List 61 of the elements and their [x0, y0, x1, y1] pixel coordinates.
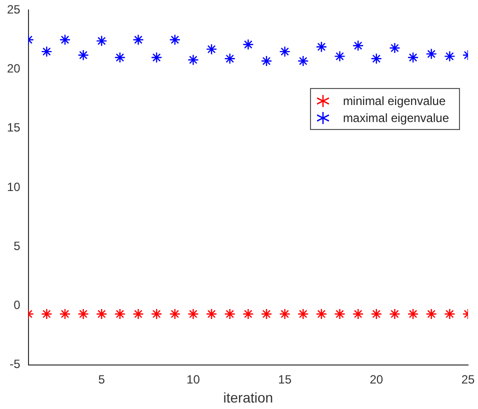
y-tick-label: 10: [6, 180, 21, 194]
point: [352, 40, 364, 52]
point: [389, 42, 400, 54]
x-axis-title: iteration: [223, 389, 274, 406]
point: [78, 50, 89, 61]
point: [169, 308, 180, 320]
x-tick-label: 10: [186, 372, 200, 386]
point: [132, 308, 144, 320]
x-tick-label: 20: [370, 372, 384, 386]
point: [150, 52, 162, 64]
point: [298, 308, 309, 320]
point: [316, 41, 328, 52]
point: [41, 46, 52, 58]
point: [188, 54, 199, 66]
y-tick-label: -5: [10, 357, 21, 372]
point: [224, 308, 236, 320]
point: [279, 308, 290, 320]
y-tick-label: 0: [14, 298, 21, 312]
point: [426, 48, 437, 60]
point: [114, 308, 126, 320]
point: [444, 308, 456, 320]
point: [242, 308, 254, 320]
point: [41, 308, 52, 320]
point: [426, 308, 437, 320]
point: [389, 308, 400, 320]
point: [206, 44, 218, 55]
point: [260, 308, 272, 320]
point: [96, 35, 108, 47]
point: [352, 308, 364, 320]
y-tick-label: 25: [6, 2, 21, 17]
y-tick-label: 5: [14, 238, 21, 253]
x-tick-label: 5: [98, 372, 106, 386]
point: [407, 52, 419, 64]
y-tick-label: 15: [6, 120, 21, 135]
point: [444, 50, 456, 62]
point: [169, 34, 180, 46]
point: [59, 34, 71, 46]
point: [224, 53, 236, 64]
point: [279, 46, 290, 58]
x-tick-label: 25: [461, 372, 475, 386]
point: [260, 55, 272, 67]
legend-label: maximal eigenvalue: [342, 110, 449, 125]
point: [316, 308, 328, 320]
point: [242, 38, 254, 50]
point: [206, 308, 218, 320]
point: [78, 308, 89, 320]
point: [132, 34, 144, 46]
point: [150, 308, 162, 320]
point: [407, 308, 419, 320]
point: [188, 308, 199, 320]
point: [334, 308, 346, 320]
point: [370, 53, 382, 64]
x-tick-label: 15: [278, 372, 292, 386]
point: [114, 52, 126, 64]
point: [334, 50, 346, 62]
point: [59, 308, 71, 320]
point: [298, 55, 309, 67]
legend-label: minimal eigenvalue: [342, 94, 446, 108]
y-tick-label: 20: [6, 62, 21, 76]
point: [370, 308, 382, 320]
point: [96, 308, 108, 320]
